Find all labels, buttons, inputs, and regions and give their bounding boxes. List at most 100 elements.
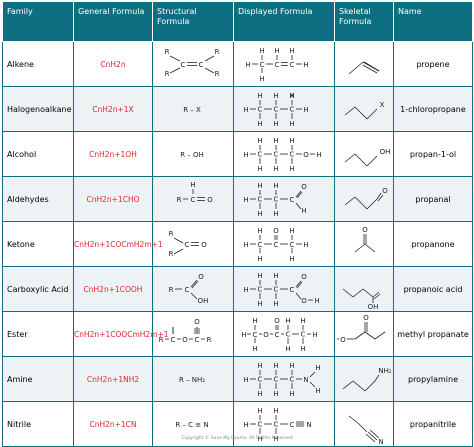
svg-text:C: C [258,151,263,159]
table-row: Alcohol CnH2n+1OH R – OH H C H H C H H C H H O H OH prop… [2,131,473,177]
skeletal-formula-cell: O [334,221,394,267]
svg-text:C: C [181,61,186,69]
svg-text:R: R [169,286,174,294]
family-cell: Nitrile [2,401,74,447]
svg-text:C: C [290,196,295,204]
family-cell: Ketone [2,221,74,267]
svg-text:H: H [316,151,321,159]
svg-text:N: N [303,376,308,384]
general-formula-cell: CnH2n+1COOH [73,266,153,312]
svg-text:H: H [252,345,257,353]
structural-formula-cell: R R R R C C [152,41,234,87]
family-cell: Alkene [2,41,74,87]
svg-text:H: H [273,210,278,218]
svg-text:C: C [185,286,190,294]
svg-text:N: N [378,438,383,446]
svg-text:H: H [289,137,294,145]
skeletal-formula-drawing [348,61,380,75]
name-cell: 1-chloropropane [393,86,473,132]
structural-formula-cell: R – OH [152,131,234,177]
svg-text:H: H [243,196,248,204]
svg-text:C: C [275,331,280,339]
svg-text:O: O [263,331,269,339]
family-cell: Alcohol [2,131,74,177]
table-row: Ester CnH2n+1COOCmH2m+1 R C O C R O H C H H O C O C H H C H… [2,311,473,357]
svg-text:H: H [259,47,264,55]
svg-text:H: H [303,241,308,249]
svg-text:H: H [257,165,262,173]
svg-text:H: H [257,255,262,263]
svg-text:H: H [273,165,278,173]
svg-text:H: H [245,61,250,69]
svg-text:O: O [303,151,309,159]
svg-text:H: H [273,435,278,443]
skeletal-formula-drawing: X [344,101,385,120]
family-cell: Ester [2,311,74,357]
svg-text:C: C [171,336,176,344]
svg-text:N: N [306,421,311,429]
svg-text:R – X: R – X [183,106,201,114]
structural-formula-drawing: R C O C RO [159,318,212,344]
general-formula-cell: CnH2n+1X [73,86,153,132]
structural-formula-drawing: R – X [183,106,201,114]
svg-text:H: H [273,182,278,190]
svg-text:H: H [243,241,248,249]
structural-formula-cell: R – NH₂ [152,356,234,402]
svg-text:C: C [258,421,263,429]
name-cell: propanoic acid [393,266,473,312]
header-family: Family [2,2,74,42]
svg-text:H: H [273,390,278,398]
svg-text:H: H [303,61,308,69]
name-cell: propene [393,41,473,87]
skeletal-formula-drawing: O [344,187,388,210]
svg-text:O: O [301,273,307,281]
svg-text:NH₂: NH₂ [378,367,391,375]
svg-text:O: O [198,273,204,281]
svg-text:C: C [258,376,263,384]
svg-text:H: H [257,137,262,145]
header-structural-formula: Structural Formula [152,2,234,42]
svg-text:C: C [290,286,295,294]
svg-text:H: H [289,165,294,173]
svg-text:X: X [380,101,385,109]
svg-text:H: H [289,390,294,398]
svg-text:H: H [257,435,262,443]
svg-text:H: H [273,362,278,370]
skeletal-formula-cell: OH [334,266,394,312]
svg-text:H: H [289,227,294,235]
structural-formula-cell: R – X [152,86,234,132]
svg-text:H: H [303,106,308,114]
svg-text:O: O [382,187,388,195]
svg-text:O: O [182,336,188,344]
svg-text:H: H [312,331,317,339]
skeletal-formula-drawing: NH₂ [342,367,391,392]
svg-text:H: H [314,297,319,305]
svg-text:R: R [169,250,174,258]
svg-text:H: H [289,47,294,55]
svg-text:C: C [290,376,295,384]
svg-text:C: C [274,376,279,384]
structural-formula-cell: R C O H [152,176,234,222]
svg-text:H: H [257,92,262,100]
name-cell: propanal [393,176,473,222]
svg-text:H: H [273,120,278,128]
svg-text:H: H [241,331,246,339]
svg-text:O: O [301,297,307,305]
name-cell: propanitrile [393,401,473,447]
svg-text:R: R [177,196,182,204]
svg-text:H: H [273,92,278,100]
header-skeletal-formula: Skeletal Formula [334,2,394,42]
svg-text:H: H [285,317,290,325]
table-row: Amine CnH2n+1NH2 R – NH₂ H C H H C H H C H H N H H NH₂ pr… [2,356,473,402]
svg-text:H: H [243,286,248,294]
svg-text:C: C [258,106,263,114]
